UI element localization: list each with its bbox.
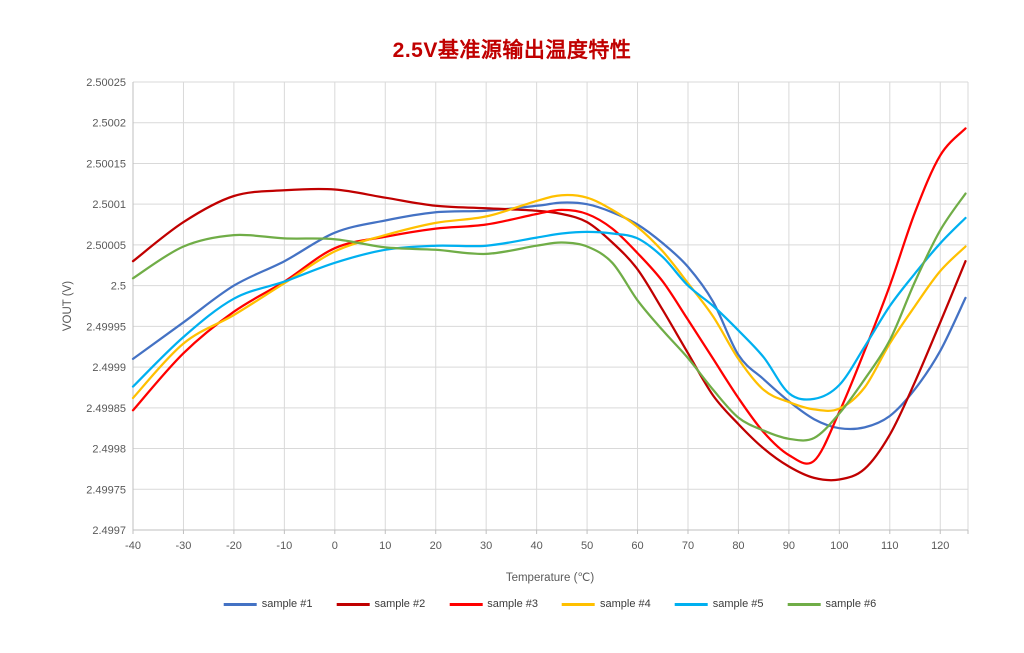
x-tick-label: 60	[631, 540, 643, 552]
legend-item-3: sample #3	[437, 598, 550, 610]
x-axis-title: Temperature (℃)	[505, 572, 595, 584]
chart-title: 2.5V基准源输出温度特性	[392, 39, 632, 62]
series-line-sample-4	[131, 193, 967, 412]
legend-swatch-icon	[674, 602, 708, 606]
legend-label: sample #6	[825, 598, 877, 610]
legend-label: sample #4	[600, 598, 651, 610]
x-tick-label: -30	[176, 540, 192, 552]
x-tick-label: -10	[276, 540, 292, 552]
x-tick-label: 80	[732, 540, 744, 552]
legend-item-2: sample #2	[324, 598, 437, 610]
y-tick-label: 2.50015	[86, 158, 126, 170]
y-tick-label: 2.5002	[92, 118, 126, 130]
legend-swatch-icon	[449, 602, 483, 606]
legend-label: sample #3	[487, 598, 538, 610]
series-line-sample-2	[131, 187, 967, 482]
legend-swatch-icon	[223, 602, 257, 606]
legend-item-6: sample #6	[776, 598, 889, 610]
y-tick-label: 2.4998	[92, 444, 126, 456]
legend-item-5: sample #5	[663, 598, 776, 610]
x-tick-label: 120	[931, 540, 949, 552]
legend-swatch-icon	[336, 602, 370, 606]
x-tick-label: 10	[379, 540, 391, 552]
x-tick-label: 90	[783, 540, 795, 552]
legend-item-4: sample #4	[550, 598, 663, 610]
x-tick-label: 30	[480, 540, 492, 552]
y-tick-label: 2.49995	[86, 321, 126, 333]
y-tick-label: 2.5	[111, 281, 126, 293]
y-tick-label: 2.4997	[92, 525, 126, 537]
y-tick-label: 2.4999	[92, 362, 126, 374]
x-tick-label: 50	[581, 540, 593, 552]
y-axis-title: VOUT (V)	[62, 280, 74, 332]
legend-label: sample #1	[261, 598, 313, 610]
y-tick-label: 2.49975	[86, 484, 126, 496]
legend: sample #1 sample #2 sample #3 sample #4 samp…	[212, 598, 889, 610]
x-tick-label: 0	[332, 540, 338, 552]
series-line-sample-6	[131, 192, 967, 442]
x-tick-label: 40	[531, 540, 543, 552]
legend-label: sample #5	[712, 598, 764, 610]
x-tick-label: 100	[830, 540, 848, 552]
x-tick-label: -20	[226, 540, 242, 552]
x-tick-label: 70	[682, 540, 694, 552]
series-line-sample-1	[131, 201, 967, 431]
y-tick-label: 2.5001	[92, 199, 126, 211]
y-tick-label: 2.49985	[86, 403, 126, 415]
y-tick-label: 2.50025	[86, 77, 126, 89]
series-line-sample-3	[131, 127, 967, 465]
series-line-sample-5	[131, 216, 967, 401]
x-tick-label: 110	[881, 540, 899, 552]
x-tick-label: 20	[430, 540, 442, 552]
legend-item-1: sample #1	[212, 598, 325, 610]
legend-swatch-icon	[787, 602, 821, 606]
x-tick-label: -40	[125, 540, 141, 552]
legend-swatch-icon	[562, 602, 595, 606]
legend-label: sample #2	[374, 598, 426, 610]
y-tick-label: 2.50005	[86, 240, 126, 252]
